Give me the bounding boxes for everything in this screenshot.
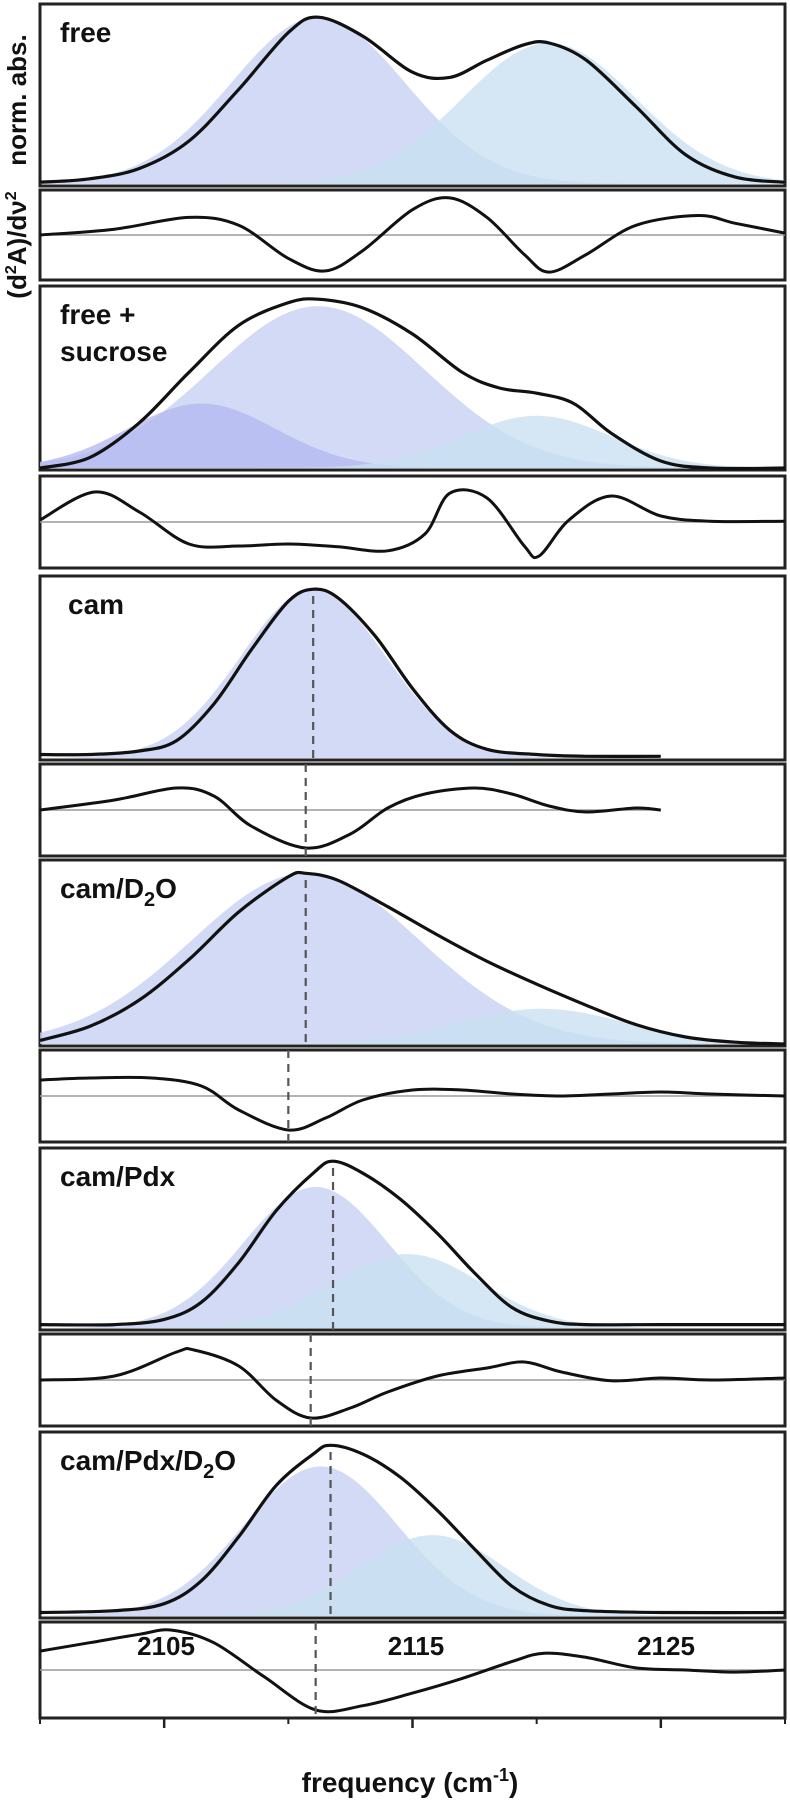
- panel-4: cam/D2O: [38, 858, 787, 1144]
- y-label-second-derivative: (d2A)/dν2: [2, 191, 32, 298]
- panel-label-subscript: 2: [144, 889, 155, 911]
- x-label-main: frequency (cm: [302, 1767, 493, 1798]
- x-tick-label-2115: 2115: [388, 1631, 444, 1661]
- gaussian-component-2: [40, 43, 785, 184]
- gaussian-component-2: [40, 1254, 785, 1328]
- derivative-curve: [39, 1075, 786, 1132]
- panel-label: cam/Pdx/D2O: [60, 1445, 236, 1483]
- gaussian-component-3: [40, 415, 785, 468]
- panel-label-main: cam/Pdx: [60, 1161, 176, 1192]
- panel-label-main: cam/Pdx/D: [60, 1445, 203, 1476]
- x-label-end: ): [509, 1767, 518, 1798]
- panel-label-line2: sucrose: [60, 336, 167, 367]
- derivative-curve: [39, 196, 786, 274]
- absorbance-frame: [38, 2, 787, 188]
- y-label-sup-2: 2: [3, 191, 20, 200]
- x-tick-label-2125: 2125: [637, 1631, 695, 1661]
- gaussian-component-2: [40, 1535, 785, 1616]
- absorbance-frame: [38, 858, 787, 1048]
- gaussian-component-1: [40, 589, 661, 758]
- panel-label-main: cam/D: [60, 873, 144, 904]
- derivative-curve: [39, 1346, 786, 1420]
- y-label-part-2: A)/d: [2, 215, 32, 266]
- y-label-part-1: (d: [2, 274, 32, 299]
- panel-label-subscript: 2: [203, 1461, 214, 1483]
- gaussian-component-2: [40, 1008, 785, 1044]
- panel-5: cam/Pdx: [38, 1146, 787, 1428]
- y-label-absorbance: norm. abs.: [2, 34, 32, 165]
- panel-label: free +: [60, 299, 136, 330]
- y-label-sup-1: 2: [3, 265, 20, 274]
- gaussian-component-1: [40, 873, 785, 1044]
- panel-label-main: free: [60, 17, 111, 48]
- absorbance-frame: [38, 1430, 787, 1620]
- panel-label: free: [60, 17, 111, 48]
- absorbance-curve: [39, 297, 786, 471]
- panel-label-main: cam: [68, 589, 124, 620]
- absorbance-frame: [38, 284, 787, 472]
- panel-2: free + sucrose: [38, 284, 787, 570]
- derivative-curve: [39, 786, 661, 850]
- panel-label-main: free +: [60, 299, 136, 330]
- panel-label: cam/D2O: [60, 873, 177, 911]
- gaussian-component-1: [40, 17, 785, 185]
- panel-6: cam/Pdx/D2O: [38, 1430, 787, 1720]
- absorbance-curve: [39, 15, 786, 184]
- absorbance-frame: [38, 574, 787, 762]
- panel-label-tail: O: [155, 873, 177, 904]
- x-label-sup: -1: [493, 1765, 509, 1785]
- panel-label: cam/Pdx: [60, 1161, 176, 1192]
- panel-1: free: [38, 2, 787, 282]
- panel-label-tail: O: [214, 1445, 236, 1476]
- gaussian-component-1: [40, 1466, 785, 1616]
- absorbance-curve: [39, 870, 786, 1046]
- panel-label: cam: [68, 589, 124, 620]
- gaussian-component-2: [40, 403, 785, 468]
- derivative-curve: [39, 1628, 786, 1714]
- panel-3: cam: [38, 574, 787, 858]
- absorbance-curve: [39, 1159, 785, 1327]
- y-label-nu: ν: [2, 200, 32, 214]
- derivative-curve: [39, 488, 786, 560]
- absorbance-curve: [39, 1443, 786, 1615]
- absorbance-curve: [39, 587, 661, 758]
- gaussian-component-1: [40, 1187, 785, 1328]
- x-tick-label-2105: 2105: [137, 1631, 195, 1661]
- absorbance-frame: [38, 1146, 787, 1332]
- x-axis-label: frequency (cm-1): [302, 1765, 519, 1798]
